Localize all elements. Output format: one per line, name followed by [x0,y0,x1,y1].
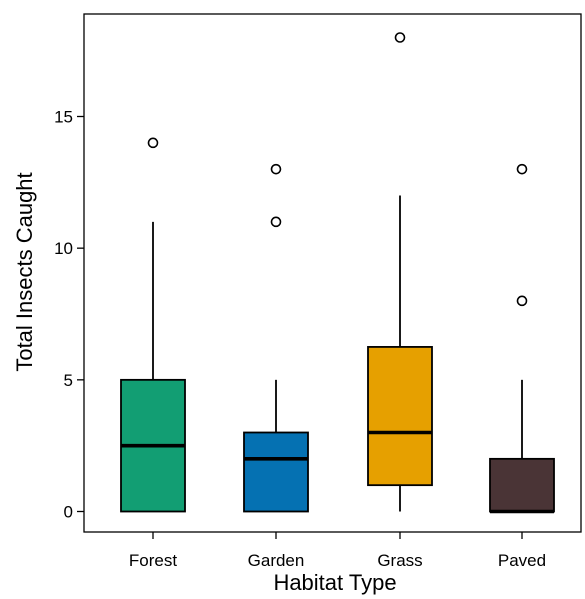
y-tick-label-10: 10 [54,239,73,258]
box-paved [489,163,555,514]
x-tick-label-garden: Garden [248,551,305,570]
box-body-paved [489,457,555,513]
box-body-grass [367,346,433,487]
box-garden [243,163,309,513]
x-tick-label-paved: Paved [498,551,546,570]
y-axis-title: Total Insects Caught [12,172,37,371]
x-tick-label-forest: Forest [129,551,177,570]
x-tick-label-grass: Grass [377,551,422,570]
box-forest [120,137,186,513]
outlier-paved-13 [516,163,528,175]
box-body-garden [243,431,309,513]
outlier-garden-11 [270,216,282,228]
outlier-paved-8 [516,295,528,307]
outlier-grass-18 [394,32,406,43]
outlier-garden-13 [270,163,282,175]
box-grass [367,32,433,512]
y-tick-label-0: 0 [64,503,73,522]
y-tick-label-15: 15 [54,108,73,127]
outlier-forest-14 [147,137,159,149]
y-tick-label-5: 5 [64,371,73,390]
plot-panel-border [83,13,582,533]
x-axis-title: Habitat Type [273,570,396,595]
